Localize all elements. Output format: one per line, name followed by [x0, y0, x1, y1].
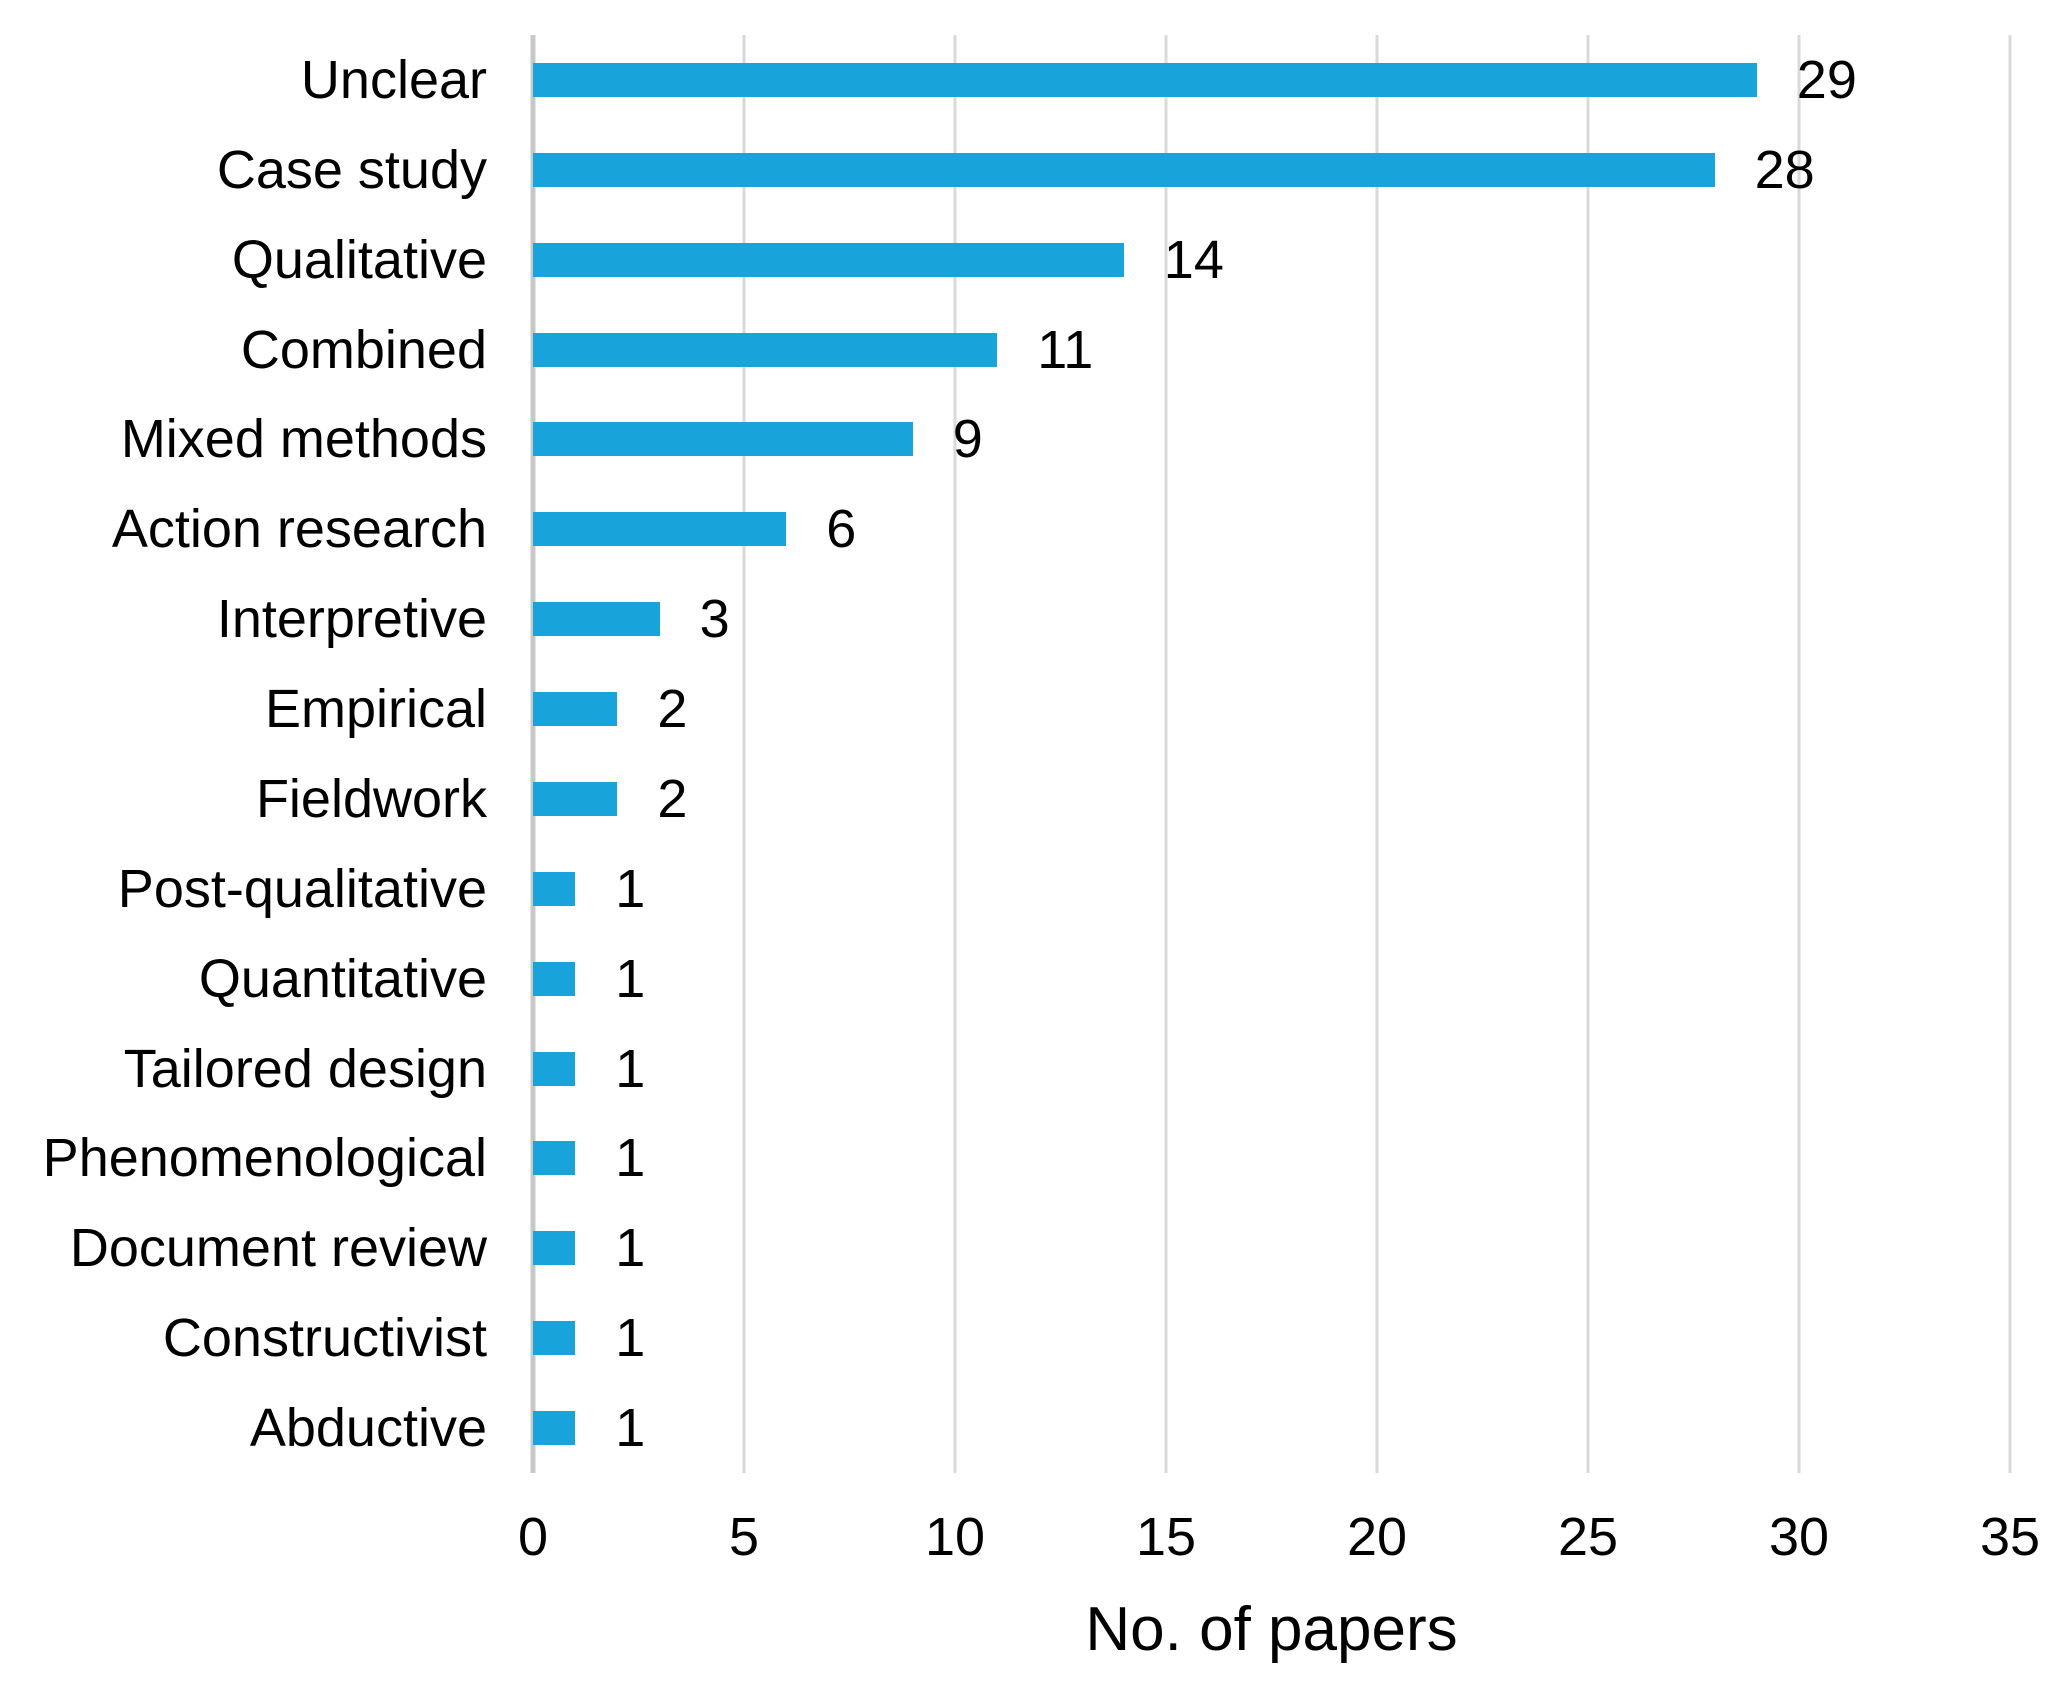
- category-label: Phenomenological: [42, 1128, 487, 1189]
- bar-row: 2: [533, 754, 2010, 844]
- value-label: 1: [615, 1398, 646, 1459]
- value-label: 1: [615, 1128, 646, 1189]
- category-label: Case study: [216, 139, 487, 200]
- bar: [533, 242, 1124, 277]
- bar: [533, 1141, 576, 1176]
- bar: [533, 1231, 576, 1266]
- bar-row: 1: [533, 1203, 2010, 1293]
- value-label: 2: [657, 679, 688, 740]
- x-tick-label: 5: [728, 1507, 760, 1567]
- bar: [533, 152, 1715, 187]
- value-label: 1: [615, 1308, 646, 1369]
- category-label: Combined: [240, 319, 487, 380]
- gridline: [1375, 35, 1379, 1473]
- bar: [533, 1051, 576, 1086]
- bar: [533, 62, 1757, 97]
- category-label: Mixed methods: [120, 409, 487, 470]
- category-label: Abductive: [249, 1398, 487, 1459]
- category-label: Constructivist: [162, 1308, 487, 1369]
- value-label: 11: [1037, 319, 1094, 380]
- bar: [533, 332, 998, 367]
- value-label: 6: [826, 499, 857, 560]
- gridline: [953, 35, 957, 1473]
- category-label: Fieldwork: [255, 768, 487, 829]
- bar: [533, 781, 618, 816]
- category-label: Document review: [69, 1218, 487, 1279]
- x-tick-label: 0: [517, 1507, 549, 1567]
- x-axis-title: No. of papers: [1085, 1595, 1458, 1664]
- axis-zero-line: [530, 35, 536, 1473]
- x-tick-label: 30: [1768, 1507, 1830, 1567]
- category-label: Interpretive: [216, 589, 487, 650]
- category-label: Quantitative: [198, 948, 487, 1009]
- x-tick-label: 15: [1135, 1507, 1197, 1567]
- bar-row: 6: [533, 484, 2010, 574]
- bar-row: 11: [533, 305, 2010, 395]
- value-label: 29: [1796, 49, 1857, 110]
- bar-row: 1: [533, 934, 2010, 1024]
- x-tick-label: 25: [1557, 1507, 1619, 1567]
- gridline: [742, 35, 746, 1473]
- bar: [533, 602, 660, 637]
- x-tick-label: 10: [924, 1507, 986, 1567]
- gridline: [1586, 35, 1590, 1473]
- value-label: 9: [952, 409, 983, 470]
- x-tick-label: 20: [1346, 1507, 1408, 1567]
- bar-row: 1: [533, 1293, 2010, 1383]
- bar-row: 2: [533, 664, 2010, 754]
- value-label: 2: [657, 768, 688, 829]
- gridline: [1797, 35, 1801, 1473]
- bar: [533, 1411, 576, 1446]
- bar-row: 1: [533, 1024, 2010, 1114]
- gridline: [2008, 35, 2012, 1473]
- category-label: Action research: [111, 499, 487, 560]
- category-label: Tailored design: [123, 1038, 487, 1099]
- bar-row: 3: [533, 574, 2010, 664]
- gridline: [1164, 35, 1168, 1473]
- plot-area: 29 28 14 11 9 6 3 2 2 1 1 1 1 1 1 1: [530, 35, 2012, 1473]
- bar: [533, 871, 576, 906]
- category-labels: Unclear Case study Qualitative Combined Mixe…: [0, 35, 533, 1473]
- bar-row: 1: [533, 1114, 2010, 1204]
- bar-row: 29: [533, 35, 2010, 125]
- value-label: 1: [615, 858, 646, 919]
- bar: [533, 512, 787, 547]
- category-label: Post-qualitative: [117, 858, 487, 919]
- value-label: 1: [615, 1218, 646, 1279]
- bar-row: 1: [533, 1383, 2010, 1473]
- bar-row: 14: [533, 215, 2010, 305]
- category-label: Qualitative: [231, 229, 487, 290]
- value-label: 14: [1163, 229, 1224, 290]
- bar-row: 28: [533, 125, 2010, 215]
- bar-row: 1: [533, 844, 2010, 934]
- bar: [533, 1321, 576, 1356]
- value-label: 1: [615, 948, 646, 1009]
- category-label: Empirical: [264, 679, 487, 740]
- category-label: Unclear: [300, 49, 487, 110]
- value-label: 3: [699, 589, 730, 650]
- bar: [533, 422, 913, 457]
- value-label: 28: [1754, 139, 1815, 200]
- x-axis-ticks: 0 5 10 15 20 25 30 35: [518, 1473, 2040, 1593]
- bar: [533, 692, 618, 727]
- bar: [533, 961, 576, 996]
- value-label: 1: [615, 1038, 646, 1099]
- bar-row: 9: [533, 395, 2010, 485]
- x-tick-label: 35: [1979, 1507, 2041, 1567]
